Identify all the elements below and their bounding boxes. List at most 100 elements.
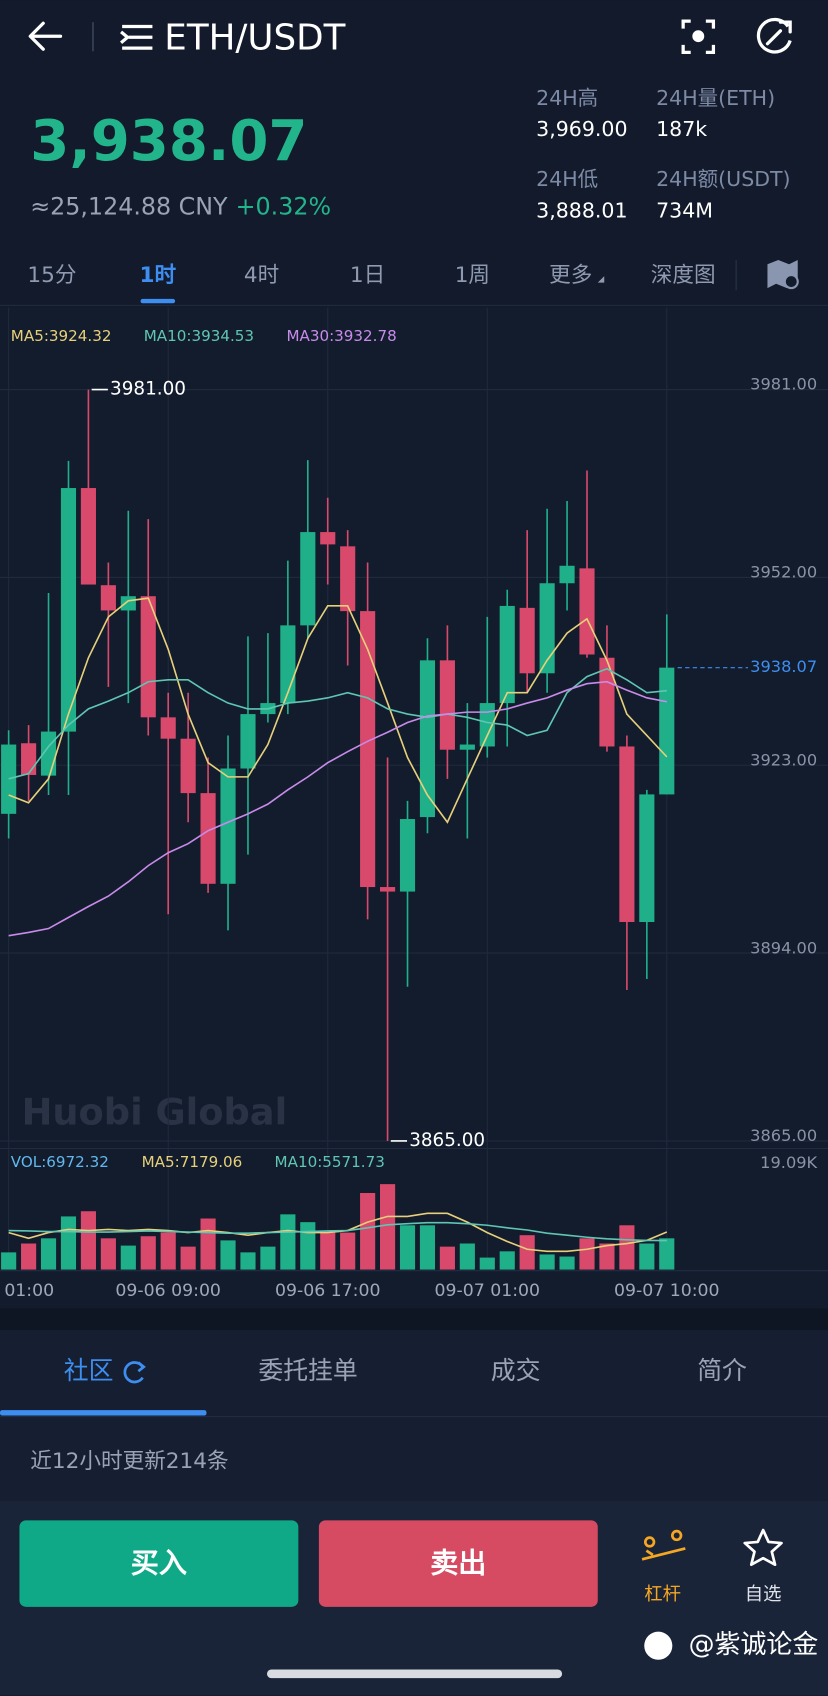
volume-legend: MA5:7179.06 xyxy=(142,1153,243,1171)
ma-legend: MA5:3924.32 xyxy=(11,327,112,345)
candle-body xyxy=(120,596,136,611)
back-button[interactable] xyxy=(28,21,63,51)
volume-bar xyxy=(220,1240,236,1270)
separator-band xyxy=(0,1308,828,1331)
candle-body xyxy=(659,667,675,795)
leverage-icon[interactable] xyxy=(641,1529,686,1561)
volume-tick-label: 19.09K xyxy=(760,1153,817,1172)
volume-legend: VOL:6972.32 xyxy=(11,1153,109,1171)
y-tick-label: 3981.00 xyxy=(750,375,817,394)
ma-line xyxy=(8,680,667,937)
active-underline xyxy=(140,298,176,304)
candle-body xyxy=(519,607,535,674)
volume-bar xyxy=(479,1257,495,1270)
stat-value: 3,969.00 xyxy=(536,117,627,141)
section-tab[interactable]: 社区 xyxy=(64,1356,114,1385)
volume-bar xyxy=(320,1232,336,1270)
sell-label: 卖出 xyxy=(430,1547,486,1580)
candle-body xyxy=(100,585,116,611)
section-tab[interactable]: 简介 xyxy=(697,1356,747,1385)
candle-body xyxy=(80,488,96,585)
volume-bar xyxy=(120,1245,136,1270)
candle-body xyxy=(499,605,515,704)
candle-body xyxy=(579,568,595,655)
y-tick-label: 3865.00 xyxy=(750,1126,817,1145)
interval-tab[interactable]: 深度图 xyxy=(651,263,716,288)
candle-body xyxy=(160,717,176,739)
volume-legend: MA10:5571.73 xyxy=(275,1153,385,1171)
scan-icon[interactable] xyxy=(681,19,716,55)
volume-bar xyxy=(360,1192,376,1270)
section-tab[interactable]: 委托挂单 xyxy=(258,1356,357,1385)
pair-title: ETH/USDT xyxy=(164,17,345,58)
stat-value: 187k xyxy=(656,117,707,141)
refresh-icon[interactable] xyxy=(756,17,792,54)
volume-bar xyxy=(459,1243,475,1270)
volume-bar xyxy=(539,1254,555,1270)
leverage-label[interactable]: 杠杆 xyxy=(644,1584,681,1605)
volume-bar xyxy=(559,1256,575,1270)
favorite-icon[interactable] xyxy=(743,1528,783,1567)
stat-label: 24H低 xyxy=(536,167,598,191)
candle-body xyxy=(380,887,396,892)
credit-logo xyxy=(644,1631,673,1660)
candle-body xyxy=(60,488,77,732)
candle-body xyxy=(180,738,196,794)
last-price-label: 3938.07 xyxy=(750,657,817,676)
chart-background xyxy=(0,307,828,1309)
interval-tab[interactable]: 4时 xyxy=(244,263,279,288)
volume-bar xyxy=(599,1243,615,1270)
candle-body xyxy=(559,565,575,584)
volume-bar xyxy=(60,1216,77,1270)
interval-tab[interactable]: 15分 xyxy=(27,263,76,288)
candle-body xyxy=(360,611,376,888)
candle-body xyxy=(300,532,316,626)
candle-body xyxy=(459,744,475,750)
buy-button[interactable] xyxy=(19,1520,299,1607)
candle-body xyxy=(21,743,37,775)
active-tab-underline xyxy=(0,1410,207,1416)
stat-label: 24H量(ETH) xyxy=(656,86,775,110)
interval-tab[interactable]: 更多 xyxy=(549,263,592,288)
volume-bar xyxy=(399,1225,416,1270)
candle-body xyxy=(200,793,216,884)
volume-bar xyxy=(21,1243,37,1270)
volume-bar xyxy=(380,1184,396,1270)
favorite-label[interactable]: 自选 xyxy=(745,1584,782,1605)
annotation-label: 3981.00 xyxy=(110,379,186,400)
menu-icon[interactable] xyxy=(120,24,153,50)
chart-settings-icon[interactable] xyxy=(767,259,799,290)
sell-button[interactable] xyxy=(318,1520,598,1607)
volume-bar xyxy=(240,1252,256,1270)
volume-bar xyxy=(140,1236,156,1270)
volume-bar xyxy=(1,1252,17,1270)
volume-bar xyxy=(340,1232,356,1270)
candle-body xyxy=(479,703,495,747)
volume-bar xyxy=(619,1225,635,1270)
volume-bar xyxy=(40,1238,57,1270)
volume-bar xyxy=(499,1251,515,1270)
last-price: 3,938.07 xyxy=(30,109,307,174)
ma-legend: MA30:3932.78 xyxy=(286,327,396,345)
volume-bar xyxy=(579,1238,595,1270)
refresh-icon xyxy=(123,1361,146,1384)
y-tick-label: 3923.00 xyxy=(750,750,817,769)
candle-body xyxy=(539,583,555,674)
x-tick-label: 09-07 10:00 xyxy=(614,1281,720,1301)
home-indicator xyxy=(266,1669,563,1679)
interval-tab[interactable]: 1日 xyxy=(350,263,385,288)
x-tick-label: 09-06 09:00 xyxy=(115,1281,221,1301)
candle-body xyxy=(439,660,455,750)
interval-tab[interactable]: 1时 xyxy=(139,263,176,288)
volume-bar xyxy=(639,1243,655,1270)
volume-bar xyxy=(160,1232,176,1270)
candle-body xyxy=(220,768,236,884)
cny-price: ≈25,124.88 CNY xyxy=(30,193,228,221)
interval-tab[interactable]: 1周 xyxy=(455,263,490,288)
volume-bar xyxy=(280,1214,296,1270)
kline-chart: Huobi Global 3981.00 3952.00 3923.00 3894.00… xyxy=(0,307,828,1301)
section-tab[interactable]: 成交 xyxy=(491,1356,541,1385)
price-change: +0.32% xyxy=(236,193,331,221)
